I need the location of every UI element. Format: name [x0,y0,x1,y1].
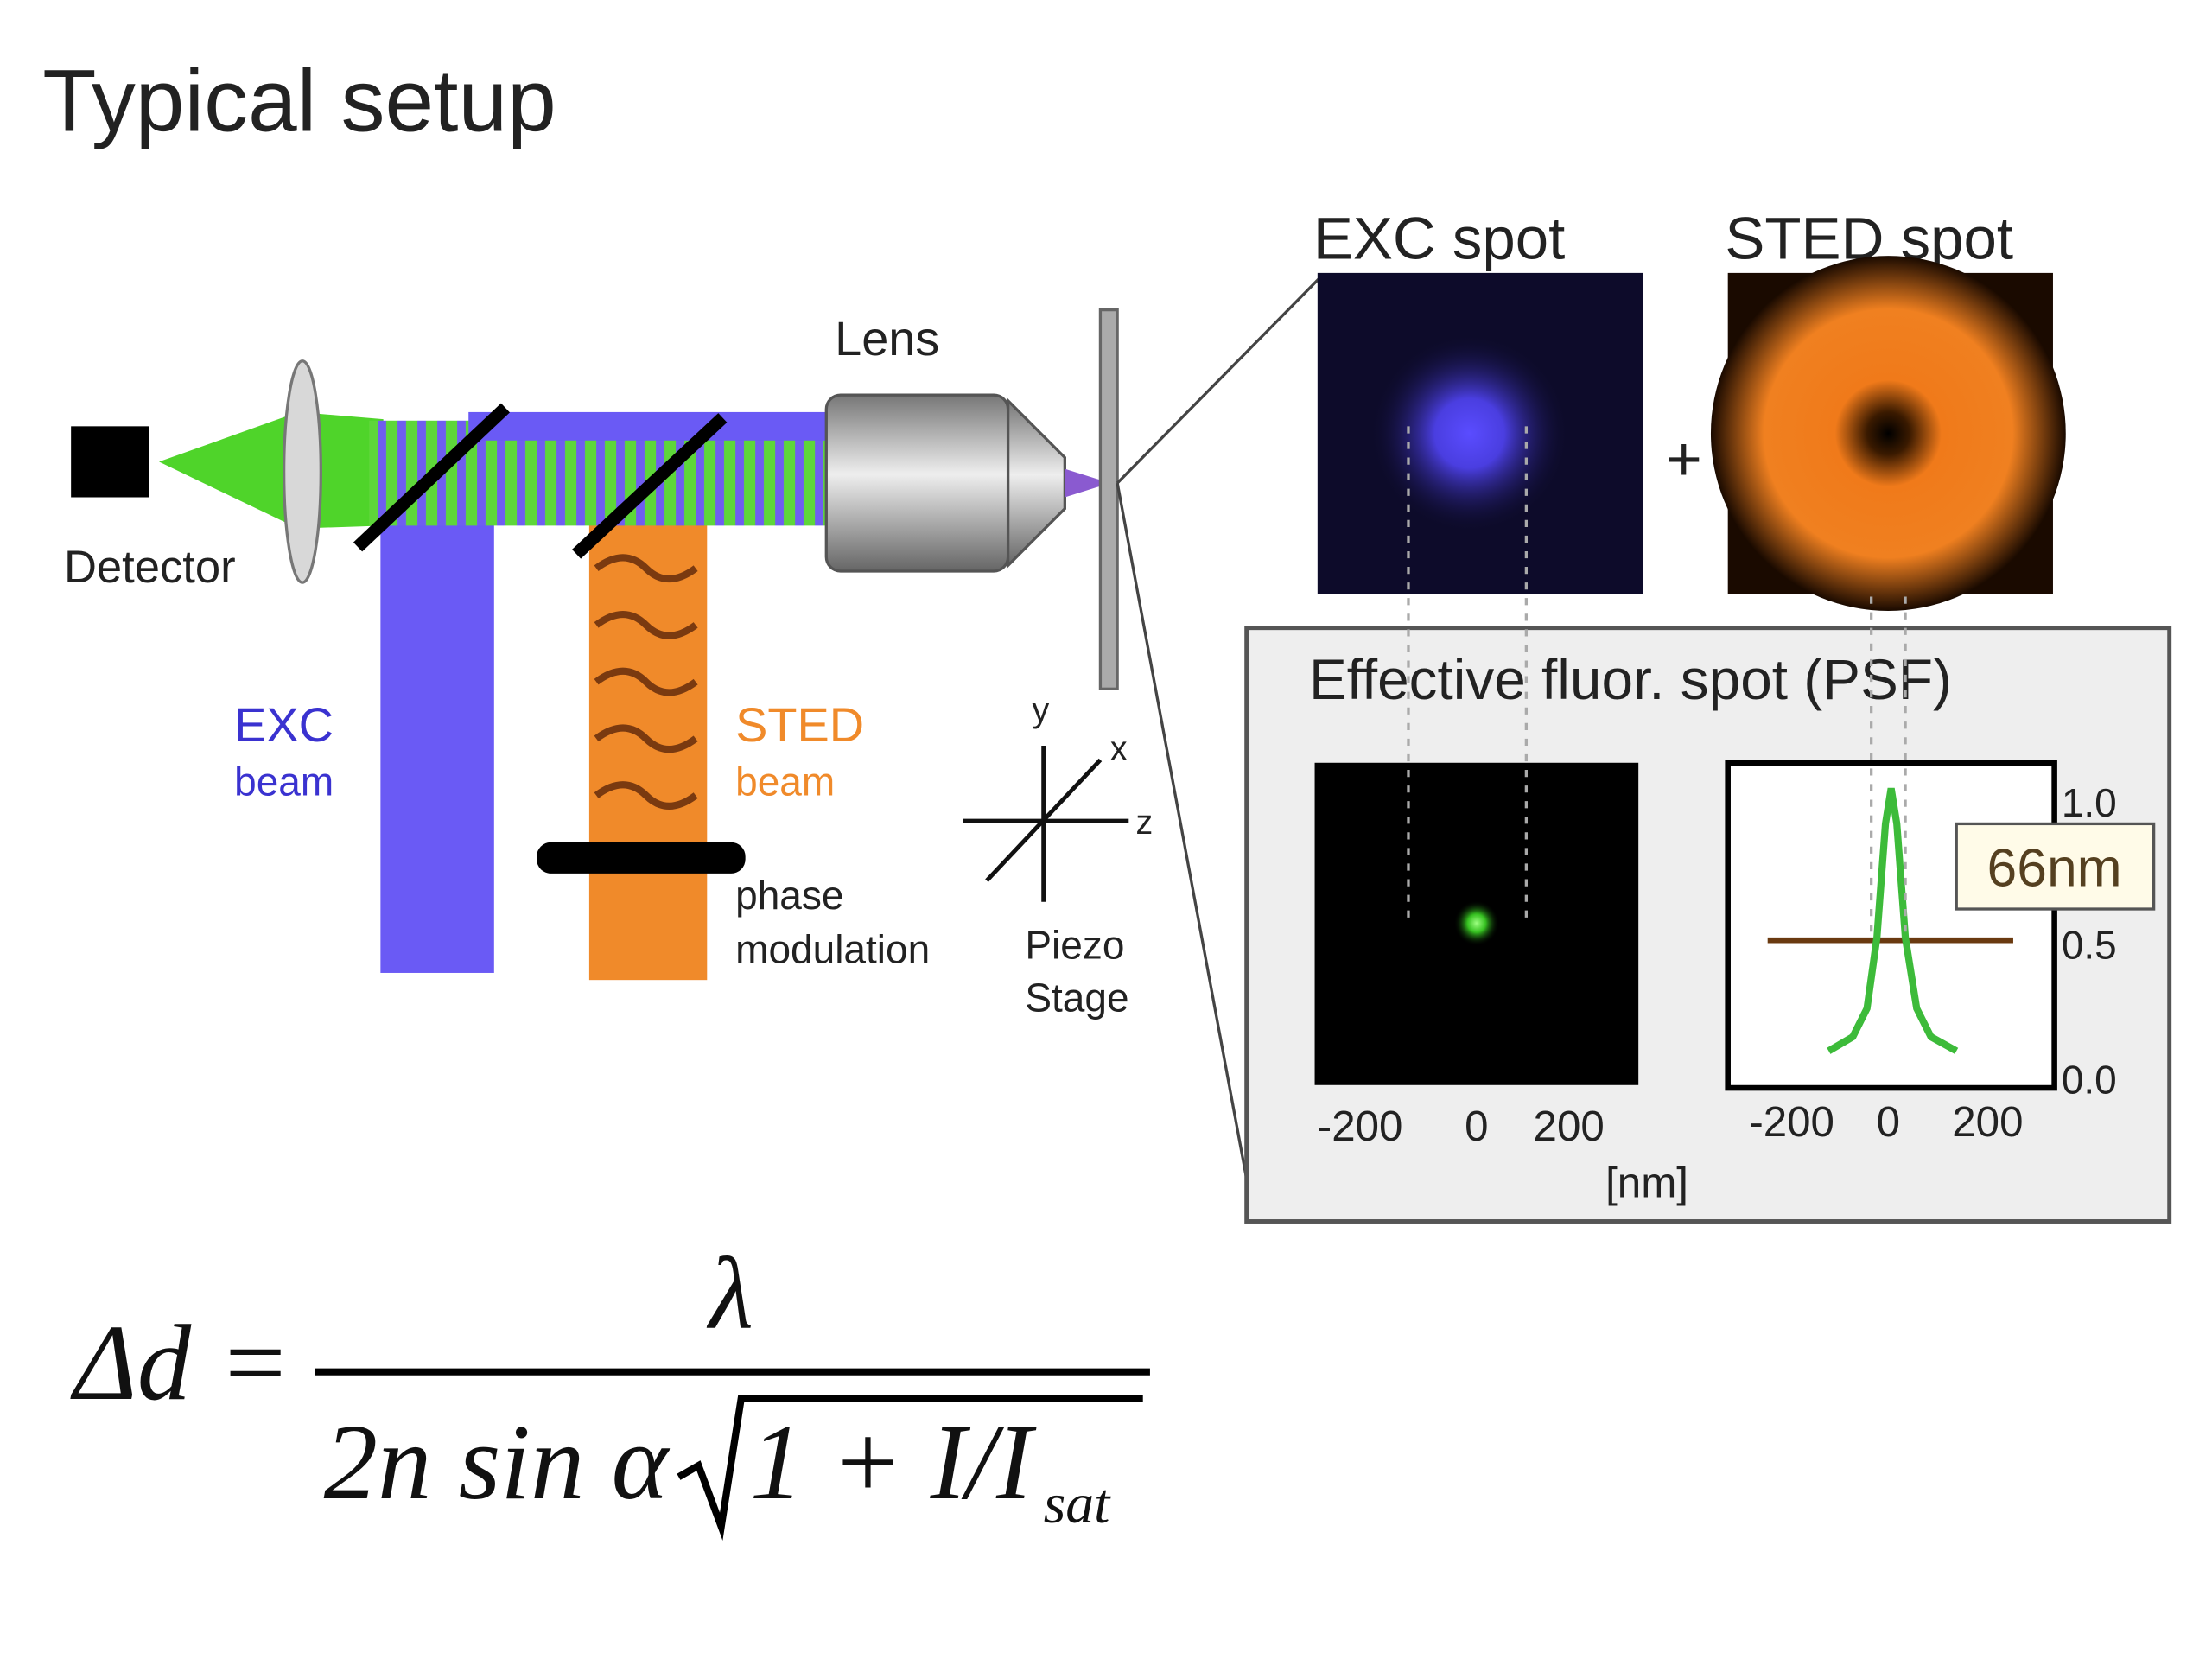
panel-title: Effective fluor. spot (PSF) [1309,648,1952,711]
label: Lens [835,311,939,365]
psf-spot [1453,900,1500,946]
title: Typical setup [42,52,556,150]
label: Stage [1025,975,1128,1020]
unit-label: [nm] [1605,1160,1688,1207]
zoom-line [1116,276,1322,485]
label: Piezo [1025,923,1124,968]
tick-label: 1.0 [2062,780,2117,825]
exc-beam [380,518,494,973]
label: phase [735,873,843,918]
sample-slide [1098,308,1119,690]
formula-lhs: Δd = [69,1304,290,1423]
sted-spot [1710,256,2066,611]
detector [71,426,149,498]
axis-letter: x [1110,729,1128,767]
fwhm-label: 66nm [1987,838,2122,899]
lens-element [282,359,322,584]
tick-label: -200 [1318,1103,1403,1150]
tick-label: 200 [1952,1098,2023,1146]
focus [1065,468,1110,498]
sqrt-sign [677,1395,1143,1541]
objective [824,393,1010,573]
plus: + [1666,425,1702,494]
panel-title: EXC spot [1313,205,1565,271]
label: beam [234,760,334,804]
wavefronts [594,554,698,810]
formula-numerator: λ [707,1237,753,1351]
formula-subscript: sat [1044,1472,1111,1535]
formula-radicand: 1 + I/I [750,1403,1037,1522]
tick-label: -200 [1749,1098,1834,1146]
tick-label: 0.5 [2062,923,2117,968]
sted-beam [588,518,708,981]
profile-curve [1827,787,1959,1054]
tick-label: 0 [1877,1098,1900,1146]
axes-icon [963,746,1129,902]
fwhm-box [1955,822,2156,911]
exc-spot [1370,334,1569,533]
tick-label: 200 [1534,1103,1605,1150]
phase-plate [537,842,746,874]
label: Detector [64,542,236,593]
guide-lines [1407,426,1907,938]
mirror [353,403,511,552]
label: modulation [735,926,930,971]
objective-tip [1006,397,1066,569]
axis-letter: y [1033,691,1050,729]
blue-edge [468,411,827,441]
zoom-line [1116,482,1249,1179]
tick-label: 0.0 [2062,1058,2117,1103]
label: EXC [234,697,334,752]
axis-letter: z [1136,804,1154,842]
tick-label: 0 [1465,1103,1488,1150]
label: STED [735,697,864,752]
profile-plot [1725,760,2057,1091]
formula-denominator: 2n sin α [324,1403,671,1522]
green-cone [159,411,384,529]
label: beam [735,760,835,804]
mirror [572,413,728,559]
